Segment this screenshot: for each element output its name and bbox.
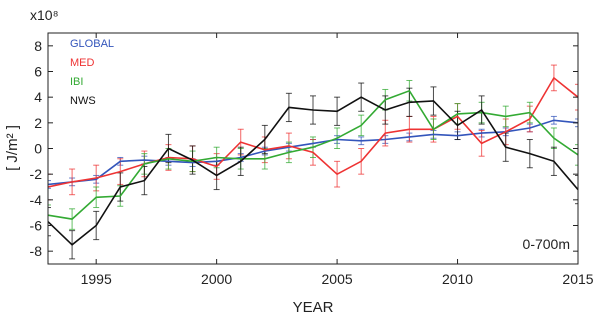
x-tick-label: 1995 xyxy=(81,271,112,287)
series-line-global xyxy=(48,119,578,186)
x-tick-label: 2010 xyxy=(442,271,473,287)
series-line-med xyxy=(48,76,578,188)
y-tick-label: 6 xyxy=(34,64,42,80)
series-group xyxy=(48,64,578,260)
legend: GLOBAL MED IBI NWS xyxy=(70,38,114,107)
x-tick-label: 2015 xyxy=(562,271,593,287)
y-axis-title: [ J/m² ] xyxy=(4,125,21,171)
x-tick-label: 2000 xyxy=(201,271,232,287)
y-tick-label: 8 xyxy=(34,38,42,54)
series-line-ibi xyxy=(48,89,578,220)
y-axis-exponent: x10⁸ xyxy=(30,7,59,23)
y-tick-label: -6 xyxy=(30,218,43,234)
y-tick-label: 2 xyxy=(34,115,42,131)
x-tick-label: 2005 xyxy=(322,271,353,287)
legend-entry-global: GLOBAL xyxy=(70,38,114,50)
legend-entry-med: MED xyxy=(70,57,95,69)
y-tick-label: 4 xyxy=(34,89,42,105)
legend-entry-ibi: IBI xyxy=(70,76,83,88)
depth-annotation: 0-700m xyxy=(523,236,570,252)
axis-layer: 1995 2000 2005 2010 2015 -8 -6 -4 -2 0 2 4 6 8 xyxy=(30,33,594,287)
series-line-nws xyxy=(48,96,578,246)
legend-entry-nws: NWS xyxy=(70,95,96,107)
x-axis-title: YEAR xyxy=(293,299,334,316)
y-tick-label: -2 xyxy=(30,166,43,182)
series-layer xyxy=(48,64,578,260)
y-tick-label: -4 xyxy=(30,192,43,208)
y-tick-label: 0 xyxy=(34,141,42,157)
y-tick-label: -8 xyxy=(30,243,43,259)
